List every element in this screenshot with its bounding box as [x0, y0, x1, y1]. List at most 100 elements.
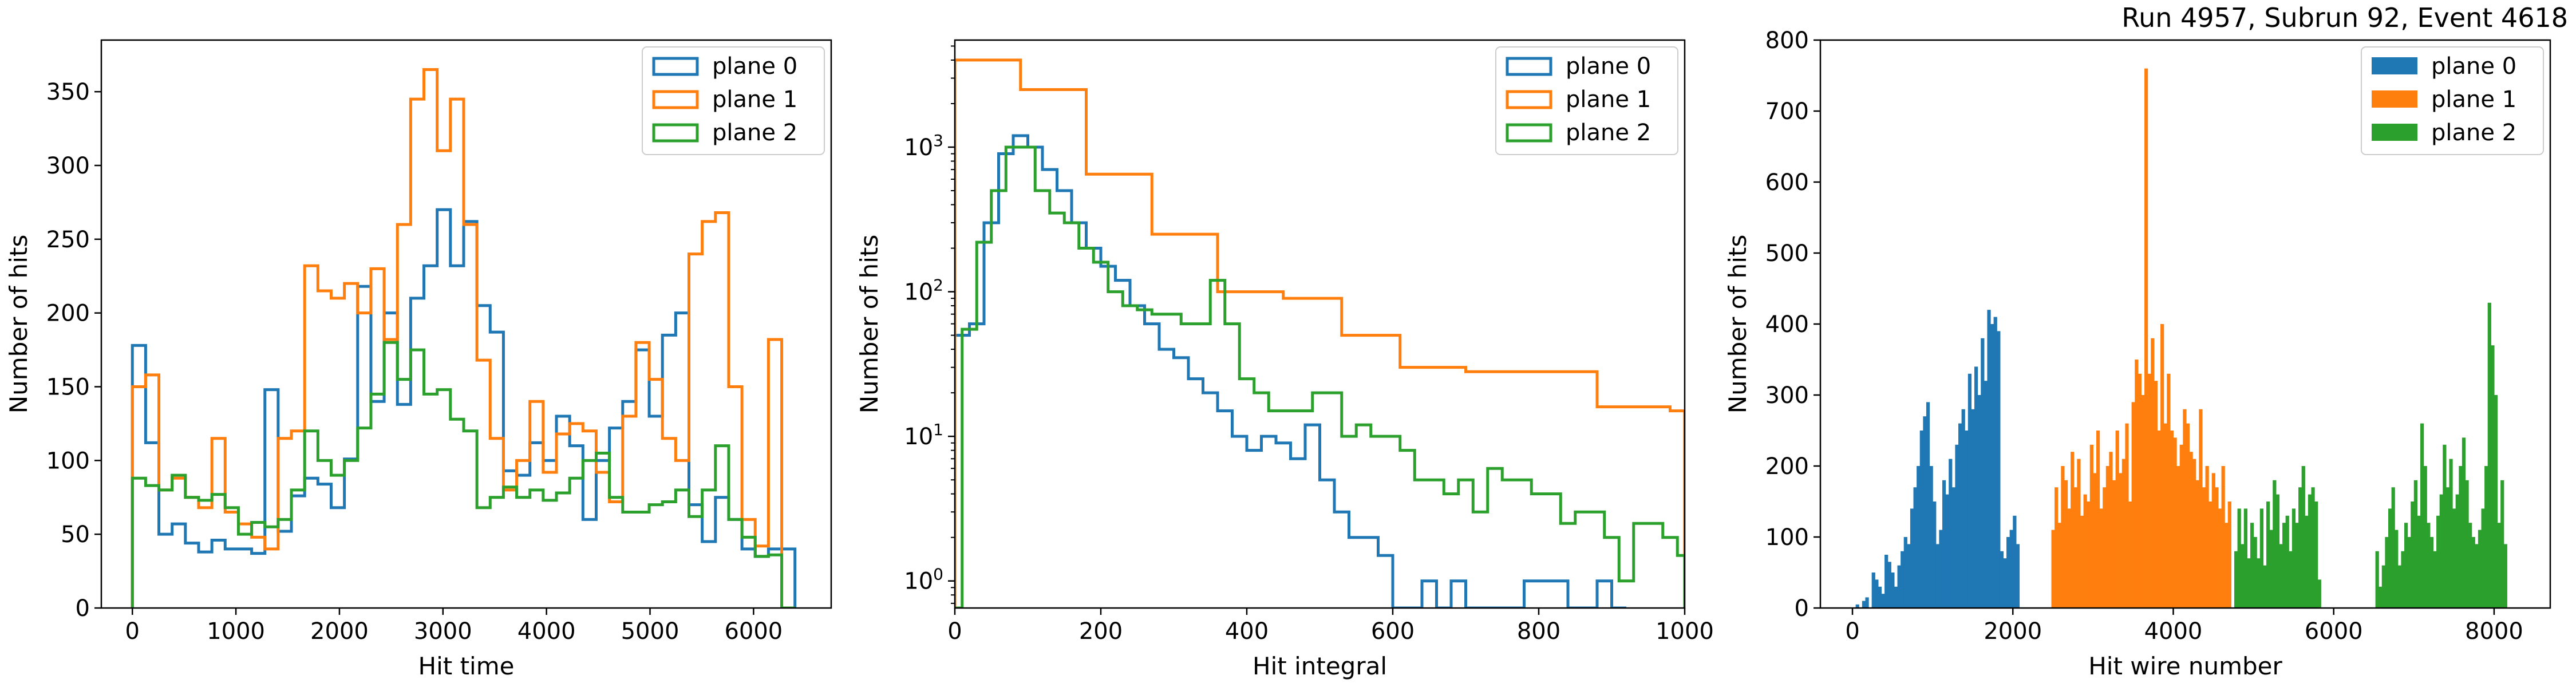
bar-plane-2 — [2388, 508, 2392, 608]
legend-label: plane 1 — [2431, 86, 2516, 113]
bar-plane-1 — [2077, 459, 2081, 608]
plot-frame — [100, 39, 832, 609]
bar-plane-2 — [2234, 551, 2238, 608]
y-axis-label: Number of hits — [1724, 235, 1752, 414]
bar-plane-1 — [2202, 487, 2206, 608]
bar-plane-0 — [1901, 551, 1905, 608]
bar-plane-1 — [2131, 402, 2135, 608]
bar-plane-1 — [2057, 523, 2061, 608]
bar-plane-0 — [1974, 366, 1978, 608]
bar-plane-1 — [2225, 523, 2229, 608]
legend-swatch — [1506, 57, 1552, 76]
bar-plane-2 — [2250, 523, 2254, 608]
legend-label: plane 2 — [1566, 120, 1651, 146]
bar-plane-2 — [2436, 515, 2440, 608]
bar-plane-2 — [2391, 487, 2395, 608]
bar-plane-1 — [2064, 480, 2068, 608]
bar-plane-0 — [1977, 395, 1981, 608]
bar-plane-0 — [1917, 466, 1921, 608]
step-line-plane-0 — [131, 208, 797, 608]
bar-plane-0 — [1887, 562, 1891, 608]
bar-plane-2 — [2385, 537, 2389, 608]
bar-plane-0 — [2009, 530, 2013, 608]
data-layer — [1855, 68, 2507, 608]
y-tick-label: 250 — [46, 227, 90, 253]
hit-wire-panel: 0 2000 4000 6000 8000 0 100 200 300 400 500 600 700 8… — [1724, 27, 2551, 680]
bar-plane-2 — [2269, 530, 2273, 608]
bar-plane-1 — [2105, 466, 2109, 608]
x-tick-label: 1000 — [1656, 618, 1714, 645]
bar-plane-1 — [2144, 68, 2148, 608]
bar-plane-0 — [1865, 597, 1869, 608]
bar-plane-0 — [1939, 530, 1943, 608]
y-tick-label: 0 — [76, 595, 90, 622]
y-tick-label: 102 — [904, 276, 943, 306]
y-tick-label: 300 — [1765, 382, 1809, 409]
y-axis-label: Number of hits — [855, 235, 883, 414]
bar-plane-1 — [2071, 452, 2075, 608]
bar-plane-2 — [2263, 565, 2267, 608]
bar-plane-1 — [2154, 381, 2158, 608]
bar-plane-2 — [2401, 551, 2405, 608]
bar-plane-1 — [2051, 530, 2055, 608]
y-tick-label: 0 — [1795, 595, 1809, 622]
bar-plane-2 — [2395, 530, 2399, 608]
bar-plane-1 — [2073, 487, 2077, 608]
bar-plane-0 — [2006, 537, 2010, 608]
bar-plane-2 — [2481, 508, 2485, 608]
bar-plane-2 — [2291, 508, 2296, 608]
bar-plane-1 — [2138, 373, 2142, 608]
legend-label: plane 2 — [712, 120, 797, 146]
bar-plane-2 — [2471, 537, 2475, 608]
bar-plane-0 — [1894, 586, 1898, 608]
bar-plane-2 — [2420, 423, 2424, 608]
y-tick-label: 100 — [904, 565, 943, 595]
bar-plane-2 — [2452, 508, 2456, 608]
bar-plane-1 — [2083, 494, 2087, 608]
legend-swatch — [652, 57, 699, 76]
bar-plane-2 — [2375, 551, 2379, 608]
bar-plane-2 — [2465, 480, 2469, 608]
data-layer — [131, 68, 797, 608]
y-tick-label: 103 — [904, 131, 943, 161]
x-tick-label: 6000 — [724, 618, 783, 645]
bar-plane-2 — [2503, 544, 2507, 608]
x-tick-label: 3000 — [414, 618, 472, 645]
bar-plane-1 — [2135, 360, 2139, 608]
bar-plane-1 — [2128, 502, 2132, 608]
bar-plane-2 — [2243, 508, 2247, 608]
bar-plane-0 — [1926, 402, 1930, 608]
legend-swatch — [2372, 124, 2417, 141]
legend-swatch — [1506, 123, 1552, 143]
bar-plane-1 — [2227, 502, 2231, 608]
bar-plane-1 — [2099, 508, 2103, 608]
x-tick-label: 2000 — [1984, 618, 2042, 645]
bar-plane-1 — [2183, 409, 2187, 608]
bar-plane-1 — [2109, 452, 2113, 608]
bar-plane-2 — [2407, 537, 2411, 608]
bar-plane-1 — [2170, 431, 2174, 608]
bar-plane-2 — [2305, 515, 2309, 608]
legend-label: plane 0 — [2431, 53, 2516, 80]
x-tick-label: 1000 — [207, 618, 265, 645]
x-tick-label: 4000 — [517, 618, 576, 645]
legend-label: plane 1 — [712, 86, 797, 113]
bar-plane-0 — [1855, 604, 1859, 608]
bar-plane-0 — [1987, 310, 1991, 608]
bar-plane-0 — [2003, 558, 2007, 608]
legend: plane 0 plane 1 plane 2 — [642, 46, 825, 155]
x-tick-label: 0 — [1845, 618, 1859, 645]
y-tick-label: 600 — [1765, 169, 1809, 196]
bar-plane-2 — [2259, 508, 2264, 608]
y-tick-label: 200 — [46, 301, 90, 327]
x-axis-label: Hit integral — [1253, 652, 1387, 680]
x-tick-label: 8000 — [2465, 618, 2523, 645]
bar-plane-1 — [2157, 431, 2161, 608]
y-tick-label: 100 — [1765, 524, 1809, 551]
bar-plane-0 — [1961, 409, 1965, 608]
bar-plane-0 — [1933, 502, 1937, 608]
legend: plane 0 plane 1 plane 2 — [2361, 46, 2544, 155]
bar-plane-0 — [1897, 565, 1901, 608]
y-tick-label: 500 — [1765, 240, 1809, 267]
bar-plane-0 — [1871, 572, 1875, 608]
